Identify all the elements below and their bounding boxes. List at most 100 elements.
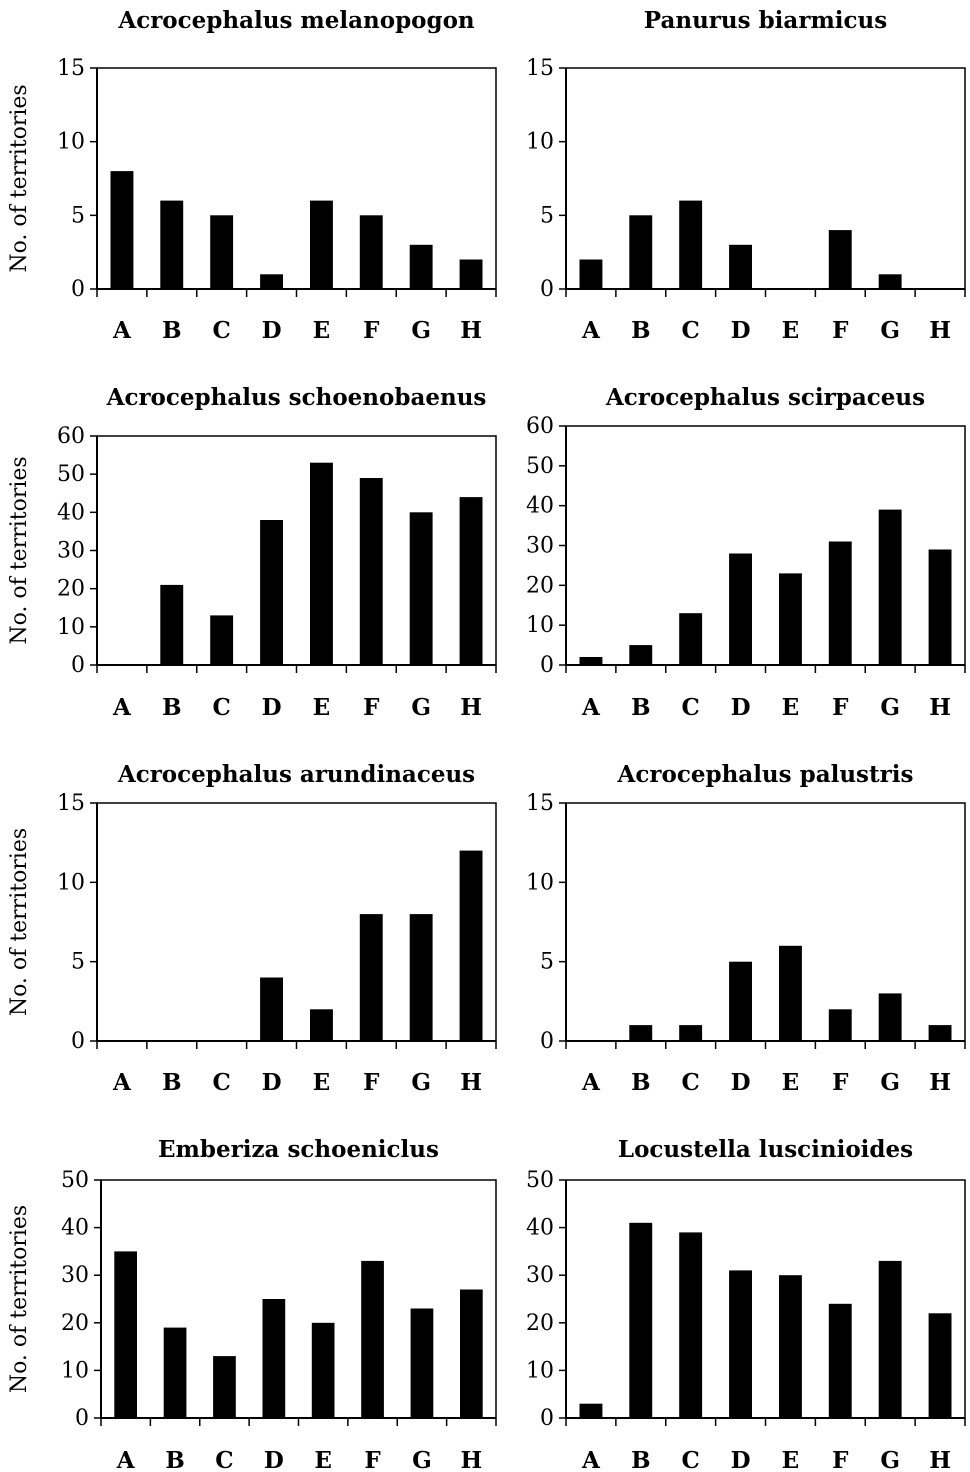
y-tick-label: 30 bbox=[57, 539, 85, 564]
plot-frame bbox=[100, 1179, 497, 1419]
y-tick-label: 30 bbox=[526, 534, 554, 559]
category-label-A: A bbox=[581, 317, 601, 344]
y-axis-label: No. of territories bbox=[7, 828, 32, 1016]
category-label-C: C bbox=[213, 317, 231, 344]
y-tick-label: 5 bbox=[71, 203, 85, 228]
y-tick-label: 10 bbox=[526, 870, 554, 895]
category-label-B: B bbox=[631, 317, 650, 344]
category-label-C: C bbox=[213, 1069, 231, 1096]
bar-B bbox=[629, 1025, 653, 1041]
bar-H bbox=[928, 1313, 952, 1418]
category-label-F: F bbox=[363, 694, 380, 721]
y-tick-label: 20 bbox=[57, 577, 85, 602]
bar-E bbox=[310, 200, 333, 289]
category-label-C: C bbox=[682, 317, 700, 344]
category-label-A: A bbox=[581, 1069, 601, 1096]
category-label-F: F bbox=[832, 1069, 849, 1096]
category-label-E: E bbox=[314, 1447, 332, 1472]
bar-G bbox=[409, 512, 433, 665]
y-tick-label: 5 bbox=[540, 203, 554, 228]
bar-B bbox=[160, 200, 184, 289]
y-tick-label: 15 bbox=[57, 56, 85, 81]
category-label-E: E bbox=[313, 694, 331, 721]
bar-G bbox=[410, 1308, 434, 1418]
chart-title: Panurus biarmicus bbox=[644, 7, 887, 34]
bar-B bbox=[160, 584, 184, 665]
y-tick-label: 15 bbox=[57, 791, 85, 816]
bar-G bbox=[878, 509, 902, 665]
bar-E bbox=[779, 945, 802, 1041]
y-axis-label: No. of territories bbox=[7, 1205, 32, 1393]
category-label-G: G bbox=[880, 1447, 900, 1472]
category-label-H: H bbox=[460, 1069, 482, 1096]
y-tick-label: 5 bbox=[540, 950, 554, 975]
category-label-F: F bbox=[363, 317, 380, 344]
category-label-H: H bbox=[460, 1447, 482, 1472]
y-tick-label: 0 bbox=[75, 1406, 89, 1431]
bar-F bbox=[361, 1260, 384, 1418]
category-label-E: E bbox=[313, 317, 331, 344]
y-tick-label: 60 bbox=[526, 414, 554, 439]
bar-D bbox=[260, 977, 283, 1041]
bar-C bbox=[679, 1025, 703, 1041]
bar-C bbox=[679, 200, 703, 289]
y-tick-label: 15 bbox=[526, 791, 554, 816]
chart-panel-1: 0 5 10 15 A B C D E F G H Acrocephalus melanopogon No… bbox=[7, 7, 497, 344]
category-label-F: F bbox=[832, 1447, 849, 1472]
chart-panel-3: 0 10 20 30 40 50 60 A B C D E F G H Acrocephalus schoen… bbox=[7, 384, 497, 721]
bar-B bbox=[629, 215, 653, 289]
bar-F bbox=[828, 230, 852, 289]
bar-G bbox=[409, 914, 433, 1041]
category-label-D: D bbox=[731, 1069, 751, 1096]
bar-E bbox=[311, 1322, 335, 1418]
category-label-A: A bbox=[112, 317, 132, 344]
bar-A bbox=[579, 1403, 603, 1418]
y-tick-label: 0 bbox=[71, 653, 85, 678]
y-tick-label: 0 bbox=[540, 1406, 554, 1431]
category-label-A: A bbox=[112, 694, 132, 721]
bar-F bbox=[359, 215, 383, 289]
chart-title: Locustella luscinioides bbox=[618, 1136, 913, 1163]
bar-A bbox=[110, 171, 134, 289]
y-tick-label: 10 bbox=[57, 130, 85, 155]
category-label-B: B bbox=[162, 694, 181, 721]
category-label-G: G bbox=[412, 1447, 432, 1472]
bar-B bbox=[629, 1222, 653, 1418]
category-label-H: H bbox=[929, 1069, 951, 1096]
y-tick-label: 40 bbox=[57, 500, 85, 525]
bar-A bbox=[579, 657, 603, 665]
bar-D bbox=[729, 961, 752, 1041]
category-label-A: A bbox=[581, 694, 601, 721]
plot-frame bbox=[565, 425, 966, 666]
chart-title: Acrocephalus palustris bbox=[617, 761, 914, 788]
chart-panel-7: 0 10 20 30 40 50 A B C D E F G H Emberiza schoeniclus N… bbox=[7, 1136, 497, 1472]
chart-title: Emberiza schoeniclus bbox=[158, 1136, 439, 1163]
bar-H bbox=[460, 1289, 483, 1418]
y-tick-label: 20 bbox=[61, 1311, 89, 1336]
bar-H bbox=[459, 497, 483, 665]
y-tick-label: 10 bbox=[526, 613, 554, 638]
y-axis-label: No. of territories bbox=[7, 456, 32, 644]
category-label-C: C bbox=[213, 694, 231, 721]
bar-C bbox=[210, 215, 234, 289]
category-label-G: G bbox=[411, 1069, 431, 1096]
bar-F bbox=[359, 914, 383, 1041]
y-tick-label: 15 bbox=[526, 56, 554, 81]
category-label-C: C bbox=[682, 1447, 700, 1472]
y-tick-label: 20 bbox=[526, 1311, 554, 1336]
bar-D bbox=[729, 244, 752, 289]
bar-G bbox=[878, 274, 902, 289]
chart-panel-8: 0 10 20 30 40 50 A B C D E F G H Locustella luscinioid… bbox=[526, 1136, 966, 1472]
bar-D bbox=[260, 274, 283, 289]
category-label-E: E bbox=[313, 1069, 331, 1096]
bar-G bbox=[409, 244, 433, 289]
category-label-E: E bbox=[782, 317, 800, 344]
chart-title: Acrocephalus schoenobaenus bbox=[106, 384, 487, 411]
bar-C bbox=[213, 1356, 236, 1418]
category-label-E: E bbox=[782, 1069, 800, 1096]
y-tick-label: 10 bbox=[526, 1358, 554, 1383]
category-label-F: F bbox=[832, 694, 849, 721]
y-tick-label: 60 bbox=[57, 424, 85, 449]
chart-title: Acrocephalus scirpaceus bbox=[605, 384, 925, 411]
bar-E bbox=[779, 1275, 802, 1418]
